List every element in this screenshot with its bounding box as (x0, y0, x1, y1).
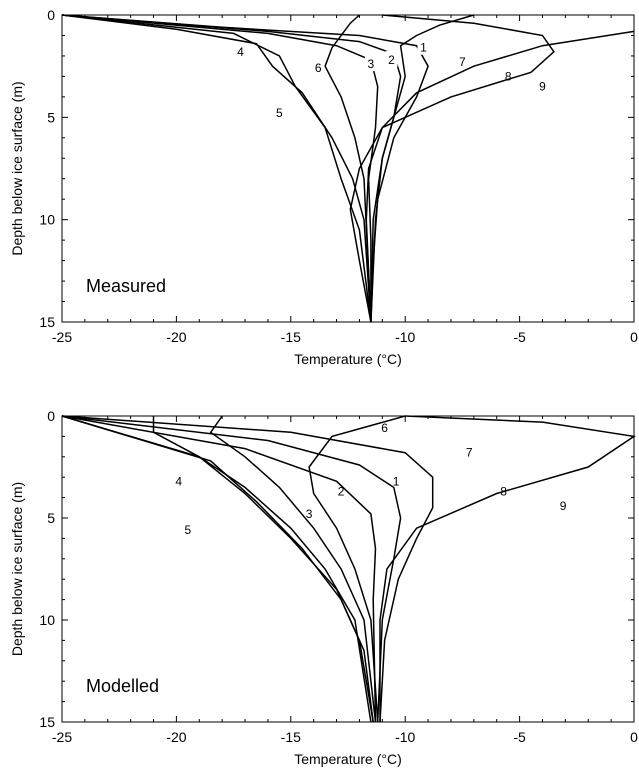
series-label-9: 9 (560, 499, 567, 513)
temperature-profile-6 (152, 416, 372, 723)
plot-frame (61, 14, 635, 323)
y-tick-label: 10 (39, 612, 55, 628)
series-label-4: 4 (175, 474, 182, 488)
series-label-3: 3 (306, 507, 313, 521)
series-label-background (536, 77, 549, 94)
series-label-background (385, 51, 398, 68)
y-tick-label: 0 (47, 408, 55, 424)
series-label-background (390, 472, 403, 489)
series-label-3: 3 (368, 57, 375, 71)
y-tick-label: 10 (39, 212, 55, 228)
temperature-profile-1 (61, 415, 434, 723)
x-tick-label: -20 (166, 329, 186, 345)
series-label-6: 6 (381, 421, 388, 435)
x-tick-label: -5 (513, 729, 526, 745)
y-tick-label: 15 (39, 314, 55, 330)
y-axis-label: Depth below ice surface (m) (9, 482, 25, 656)
panel-label: Measured (86, 276, 166, 296)
temperature-profile-4 (61, 14, 372, 323)
temperature-profile-5 (61, 14, 372, 323)
series-label-background (273, 104, 286, 121)
series-label-background (557, 496, 570, 513)
x-tick-label: -15 (281, 729, 301, 745)
x-axis-label: Temperature (°C) (294, 351, 402, 367)
x-tick-label: -20 (166, 729, 186, 745)
series-label-background (172, 472, 185, 489)
series-label-9: 9 (539, 80, 546, 94)
series-label-1: 1 (420, 41, 427, 55)
temperature-profile-3 (61, 415, 377, 723)
series-label-2: 2 (338, 484, 345, 498)
series-label-7: 7 (466, 446, 473, 460)
temperature-profile-3 (61, 14, 379, 322)
x-tick-label: -5 (513, 329, 526, 345)
x-tick-label: -25 (52, 329, 72, 345)
series-label-background (417, 38, 430, 55)
series-label-1: 1 (393, 474, 400, 488)
x-axis-label: Temperature (°C) (294, 751, 402, 767)
x-tick-label: -10 (395, 329, 415, 345)
x-tick-label: 0 (630, 329, 638, 345)
temperature-profile-8 (365, 30, 635, 323)
x-tick-label: 0 (630, 729, 638, 745)
series-label-background (312, 59, 325, 76)
series-label-background (303, 504, 316, 521)
temperature-profile-2 (61, 14, 402, 323)
series-label-background (497, 482, 510, 499)
y-axis-label: Depth below ice surface (m) (9, 81, 25, 255)
series-label-background (181, 521, 194, 538)
series-label-background (456, 53, 469, 70)
series-label-4: 4 (237, 45, 244, 59)
temperature-profile-9 (379, 415, 637, 722)
series-label-8: 8 (505, 69, 512, 83)
temperature-profile-7 (209, 415, 377, 723)
x-tick-label: -15 (281, 329, 301, 345)
series-label-5: 5 (276, 106, 283, 120)
series-label-background (502, 67, 515, 84)
y-tick-label: 5 (47, 109, 55, 125)
y-tick-label: 5 (47, 510, 55, 526)
series-label-background (234, 42, 247, 59)
temperature-profile-5 (61, 415, 374, 723)
series-label-background (364, 55, 377, 72)
series-label-2: 2 (388, 53, 395, 67)
y-tick-label: 0 (47, 7, 55, 23)
temperature-profile-6 (324, 14, 372, 323)
series-label-background (335, 482, 348, 499)
y-tick-label: 15 (39, 714, 55, 730)
series-label-6: 6 (315, 61, 322, 75)
temperature-profile-8 (308, 415, 406, 723)
series-label-5: 5 (184, 523, 191, 537)
x-tick-label: -25 (52, 729, 72, 745)
x-tick-label: -10 (395, 729, 415, 745)
temperature-profile-7 (370, 14, 475, 323)
panel-label: Modelled (86, 676, 159, 696)
series-label-7: 7 (459, 55, 466, 69)
series-label-background (463, 443, 476, 460)
temperature-profile-2 (61, 415, 402, 723)
temperature-profile-9 (349, 14, 555, 323)
plot-frame (61, 415, 635, 723)
